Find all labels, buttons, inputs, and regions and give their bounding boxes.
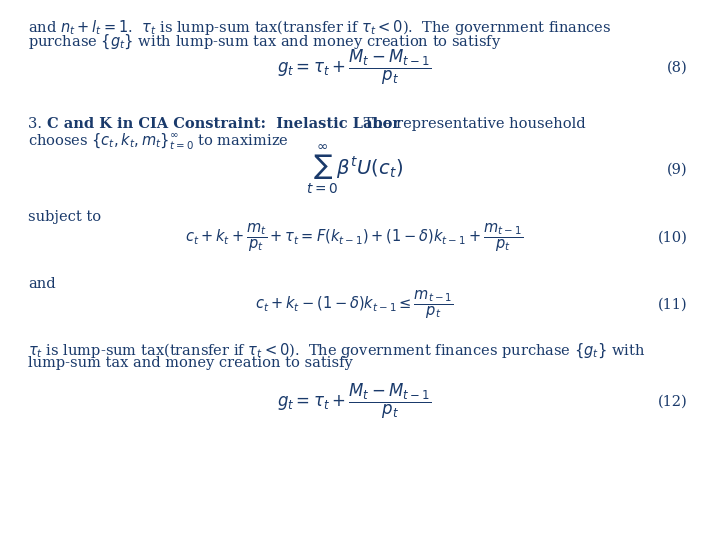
Text: $g_t = \tau_t + \dfrac{M_t - M_{t-1}}{p_t}$: $g_t = \tau_t + \dfrac{M_t - M_{t-1}}{p_… bbox=[277, 382, 432, 421]
Text: $c_t + k_t + \dfrac{m_t}{p_t} + \tau_t = F(k_{t-1}) + (1-\delta)k_{t-1} + \dfrac: $c_t + k_t + \dfrac{m_t}{p_t} + \tau_t =… bbox=[185, 222, 524, 254]
Text: (12): (12) bbox=[658, 394, 688, 409]
Text: (8): (8) bbox=[667, 61, 688, 75]
Text: $\sum_{t=0}^{\infty} \beta^t U(c_t)$: $\sum_{t=0}^{\infty} \beta^t U(c_t)$ bbox=[306, 143, 403, 196]
Text: purchase $\{g_t\}$ with lump-sum tax and money creation to satisfy: purchase $\{g_t\}$ with lump-sum tax and… bbox=[28, 32, 502, 51]
Text: lump-sum tax and money creation to satisfy: lump-sum tax and money creation to satis… bbox=[28, 356, 353, 370]
Text: and $n_t + l_t = 1$.  $\tau_t$ is lump-sum tax(transfer if $\tau_t < 0$).  The g: and $n_t + l_t = 1$. $\tau_t$ is lump-su… bbox=[28, 18, 612, 37]
Text: C and K in CIA Constraint:  Inelastic Labor: C and K in CIA Constraint: Inelastic Lab… bbox=[47, 117, 400, 131]
Text: (11): (11) bbox=[658, 297, 688, 312]
Text: and: and bbox=[28, 277, 56, 291]
Text: subject to: subject to bbox=[28, 210, 101, 224]
Text: (10): (10) bbox=[658, 231, 688, 245]
Text: The representative household: The representative household bbox=[359, 117, 586, 131]
Text: $g_t = \tau_t + \dfrac{M_t - M_{t-1}}{p_t}$: $g_t = \tau_t + \dfrac{M_t - M_{t-1}}{p_… bbox=[277, 48, 432, 87]
Text: 3.: 3. bbox=[28, 117, 52, 131]
Text: (9): (9) bbox=[667, 162, 688, 177]
Text: $c_t + k_t - (1-\delta)k_{t-1} \leq \dfrac{m_{t-1}}{p_t}$: $c_t + k_t - (1-\delta)k_{t-1} \leq \dfr… bbox=[255, 289, 454, 321]
Text: $\tau_t$ is lump-sum tax(transfer if $\tau_t < 0$).  The government finances pur: $\tau_t$ is lump-sum tax(transfer if $\t… bbox=[28, 342, 646, 360]
Text: chooses $\{c_t, k_t, m_t\}_{t=0}^{\infty}$ to maximize: chooses $\{c_t, k_t, m_t\}_{t=0}^{\infty… bbox=[28, 131, 289, 152]
